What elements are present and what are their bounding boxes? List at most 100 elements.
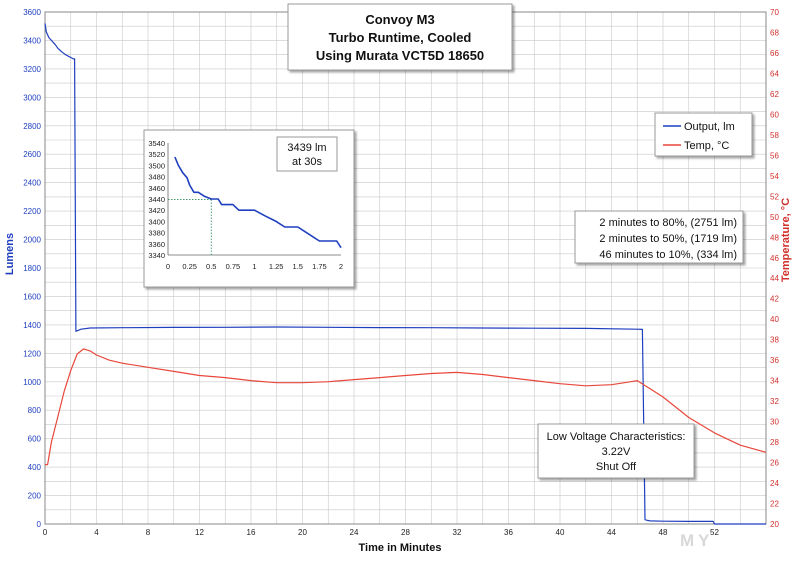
y-tick-label-left: 2600: [23, 150, 41, 159]
y-tick-label-left: 1000: [23, 378, 41, 387]
y-tick-label-left: 3600: [23, 8, 41, 17]
low-voltage-line-1: Low Voltage Characteristics:: [547, 431, 686, 443]
inset-y-tick-label: 3500: [148, 161, 165, 170]
x-tick-label: 48: [659, 528, 668, 537]
chart-title-line-1: Convoy M3: [365, 12, 434, 27]
y-tick-label-left: 0: [37, 520, 42, 529]
inset-x-tick-label: 2: [339, 262, 343, 271]
y-tick-label-right: 36: [770, 356, 779, 365]
note-line-3: 46 minutes to 10%, (334 lm): [599, 249, 737, 261]
y-tick-label-right: 22: [770, 500, 779, 509]
inset-tick-layer: 0 0.25 0.5 0.75 1 1.25 1.5 1.75 2 3340 3360 3380 340…: [148, 139, 343, 271]
inset-grid-layer: [167, 143, 341, 256]
y-tick-label-right: 40: [770, 315, 779, 324]
inset-x-tick-label: 1.75: [312, 262, 327, 271]
y-tick-label-right: 62: [770, 90, 779, 99]
y-tick-label-right: 52: [770, 192, 779, 201]
y-tick-label-left: 2200: [23, 207, 41, 216]
inset-chart: 0 0.25 0.5 0.75 1 1.25 1.5 1.75 2 3340 3360 3380 340…: [143, 129, 355, 288]
x-tick-label: 32: [453, 528, 462, 537]
y-tick-label-right: 68: [770, 28, 779, 37]
inset-y-tick-label: 3460: [148, 184, 165, 193]
y-tick-label-right: 30: [770, 418, 779, 427]
inset-x-tick-label: 0.25: [182, 262, 197, 271]
y-tick-label-left: 3000: [23, 93, 41, 102]
y-tick-label-right: 42: [770, 295, 779, 304]
y-tick-label-left: 200: [28, 492, 42, 501]
x-tick-label: 20: [298, 528, 307, 537]
y-tick-label-right: 56: [770, 151, 779, 160]
inset-annotation-line-2: at 30s: [292, 156, 322, 168]
y-tick-label-right: 26: [770, 459, 779, 468]
y-tick-label-left: 2000: [23, 236, 41, 245]
y-tick-label-left: 1800: [23, 264, 41, 273]
inset-y-tick-label: 3520: [148, 150, 165, 159]
inset-y-tick-label: 3440: [148, 195, 165, 204]
x-tick-label: 44: [607, 528, 616, 537]
x-tick-label: 8: [146, 528, 151, 537]
notes-box: 2 minutes to 80%, (2751 lm) 2 minutes to…: [574, 210, 744, 264]
y-tick-label-left: 1400: [23, 321, 41, 330]
y-tick-label-right: 38: [770, 336, 779, 345]
inset-annotation-box: [276, 136, 338, 172]
inset-y-tick-label: 3340: [148, 251, 165, 260]
inset-x-tick-label: 0: [166, 262, 170, 271]
y-tick-label-left: 1200: [23, 349, 41, 358]
series-line-output: [44, 23, 766, 525]
y-tick-label-left: 400: [28, 463, 42, 472]
y-tick-label-right: 48: [770, 233, 779, 242]
inset-x-tick-label: 1.5: [293, 262, 303, 271]
x-tick-label: 36: [504, 528, 513, 537]
x-axis-title: Time in Minutes: [359, 542, 442, 554]
inset-x-tick-label: 1.25: [269, 262, 284, 271]
y-tick-label-right: 66: [770, 49, 779, 58]
low-voltage-box: Low Voltage Characteristics: 3.22V Shut …: [537, 423, 695, 479]
y-tick-label-left: 600: [28, 435, 42, 444]
y-axis-right-title: Temperature, °C: [780, 198, 792, 282]
y-tick-label-right: 34: [770, 377, 779, 386]
chart-title-line-2: Turbo Runtime, Cooled: [329, 30, 472, 45]
y-tick-label-right: 54: [770, 172, 779, 181]
x-tick-label: 12: [195, 528, 204, 537]
chart-title-line-3: Using Murata VCT5D 18650: [316, 48, 484, 63]
y-tick-label-left: 800: [28, 406, 42, 415]
title-box: Convoy M3 Turbo Runtime, Cooled Using Mu…: [287, 3, 513, 71]
y-tick-label-right: 44: [770, 274, 779, 283]
inset-x-tick-label: 0.5: [206, 262, 216, 271]
y-tick-label-right: 46: [770, 254, 779, 263]
inset-y-tick-label: 3380: [148, 229, 165, 238]
inset-y-tick-label: 3400: [148, 217, 165, 226]
inset-y-tick-label: 3360: [148, 240, 165, 249]
y-tick-label-right: 24: [770, 479, 779, 488]
watermark: MY: [680, 531, 714, 550]
tick-layer: 0 4 8 12 16 20 24 28 32 36 40 44 48 52020040060080010…: [23, 8, 779, 537]
y-tick-label-right: 64: [770, 69, 779, 78]
y-tick-label-right: 58: [770, 131, 779, 140]
x-tick-label: 52: [710, 528, 719, 537]
y-tick-label-right: 60: [770, 110, 779, 119]
y-tick-label-left: 2800: [23, 122, 41, 131]
legend-label-output: Output, lm: [684, 121, 735, 133]
low-voltage-line-3: Shut Off: [596, 461, 637, 473]
x-tick-label: 40: [556, 528, 565, 537]
y-tick-label-right: 50: [770, 213, 779, 222]
series-layer: [44, 23, 767, 525]
note-line-2: 2 minutes to 50%, (1719 lm): [599, 233, 737, 245]
low-voltage-line-2: 3.22V: [602, 446, 631, 458]
x-tick-label: 24: [350, 528, 359, 537]
inset-y-tick-label: 3480: [148, 173, 165, 182]
inset-x-tick-label: 0.75: [226, 262, 241, 271]
inset-x-tick-label: 1: [252, 262, 256, 271]
x-tick-label: 4: [94, 528, 99, 537]
y-tick-label-right: 70: [770, 8, 779, 17]
legend: Output, lm Temp, °C: [654, 112, 753, 157]
x-tick-label: 0: [43, 528, 48, 537]
y-tick-label-right: 28: [770, 438, 779, 447]
note-line-1: 2 minutes to 80%, (2751 lm): [599, 217, 737, 229]
y-tick-label-left: 2400: [23, 179, 41, 188]
inset-series-layer: [174, 156, 342, 249]
y-axis-left-title: Lumens: [4, 233, 16, 275]
inset-y-tick-label: 3540: [148, 139, 165, 148]
y-tick-label-right: 20: [770, 520, 779, 529]
